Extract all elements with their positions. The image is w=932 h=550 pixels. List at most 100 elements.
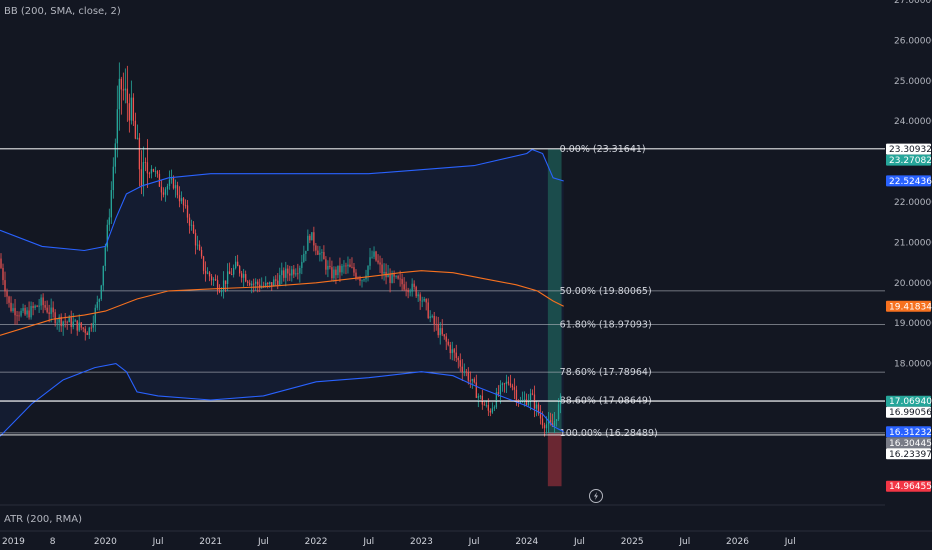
candle-body bbox=[106, 224, 108, 248]
price-badge-text: 16.99056 bbox=[889, 408, 932, 418]
candle-body bbox=[453, 349, 455, 353]
candle-body bbox=[441, 328, 443, 335]
price-badge-text: 16.31232 bbox=[889, 428, 932, 438]
candle-body bbox=[188, 217, 191, 226]
candle-body bbox=[519, 401, 522, 403]
candle-body bbox=[144, 162, 147, 163]
time-tick-label: Jul bbox=[573, 537, 585, 547]
candle-body bbox=[142, 162, 145, 187]
candle-body bbox=[273, 279, 275, 287]
price-badge bbox=[886, 448, 931, 460]
candle-body bbox=[315, 245, 317, 251]
candle-body bbox=[154, 171, 157, 172]
candle-body bbox=[303, 253, 305, 262]
candle-body bbox=[525, 399, 528, 406]
candle-body bbox=[439, 328, 441, 336]
candle-body bbox=[224, 280, 227, 285]
candle-body bbox=[447, 341, 449, 345]
candle-body bbox=[399, 278, 401, 280]
candle-body bbox=[515, 389, 518, 401]
candle-body bbox=[257, 281, 259, 285]
candle-body bbox=[531, 393, 534, 395]
candle-body bbox=[475, 382, 477, 398]
candle-body bbox=[417, 294, 419, 297]
candle-body bbox=[206, 272, 209, 274]
bollinger-indicator-label[interactable]: BB (200, SMA, close, 2) bbox=[4, 6, 121, 17]
candle-body bbox=[535, 404, 538, 409]
candle-body bbox=[241, 273, 243, 278]
candle-body bbox=[102, 265, 104, 286]
candle-body bbox=[84, 328, 86, 333]
candle-body bbox=[471, 379, 473, 381]
candle-body bbox=[281, 270, 283, 276]
candle-body bbox=[78, 322, 80, 331]
candle-body bbox=[228, 271, 231, 274]
position-stop-zone bbox=[547, 432, 562, 487]
price-badge-text: 23.30932 bbox=[889, 145, 932, 155]
candle-body bbox=[166, 186, 169, 190]
candle-body bbox=[445, 336, 447, 342]
candle-body bbox=[359, 278, 361, 281]
candle-body bbox=[527, 400, 530, 406]
candle-body bbox=[130, 97, 133, 121]
lightning-icon[interactable] bbox=[589, 489, 603, 503]
candle-body bbox=[539, 413, 542, 419]
candle-body bbox=[369, 257, 371, 266]
candle-body bbox=[72, 321, 74, 327]
candle-body bbox=[116, 109, 118, 144]
candle-body bbox=[469, 380, 471, 382]
time-tick-label: Jul bbox=[468, 537, 480, 547]
candle-body bbox=[253, 283, 255, 285]
candle-body bbox=[94, 307, 96, 323]
candle-body bbox=[309, 235, 311, 241]
time-tick-label: 2023 bbox=[410, 537, 433, 547]
candle-body bbox=[499, 384, 502, 395]
candle-body bbox=[58, 316, 60, 323]
candle-body bbox=[541, 418, 544, 426]
candle-body bbox=[449, 344, 451, 354]
candle-body bbox=[126, 88, 129, 104]
fib-level-label: 50.00% (19.80065) bbox=[560, 286, 652, 297]
price-badge bbox=[886, 426, 931, 438]
candle-body bbox=[50, 307, 52, 314]
candle-body bbox=[136, 137, 139, 139]
candle-body bbox=[22, 308, 24, 311]
candle-body bbox=[62, 321, 64, 327]
time-axis[interactable]: 2019 8 2020 Jul 2021 Jul 2022 Jul 2023 Jul 2024 Jul… bbox=[2, 537, 796, 547]
candle-body bbox=[18, 315, 20, 317]
price-badge-text: 23.27082 bbox=[889, 156, 932, 166]
candle-body bbox=[395, 276, 397, 277]
bollinger-bands bbox=[0, 148, 564, 437]
candle-body bbox=[186, 205, 189, 218]
candle-body bbox=[56, 322, 58, 324]
candle-body bbox=[559, 395, 562, 405]
candle-body bbox=[361, 280, 363, 282]
candle-body bbox=[200, 250, 203, 257]
fib-level-label: 78.60% (17.78964) bbox=[560, 367, 652, 378]
price-badge bbox=[886, 480, 931, 492]
candle-body bbox=[100, 285, 102, 300]
candle-body bbox=[513, 387, 516, 390]
candle-body bbox=[323, 252, 325, 260]
candle-body bbox=[146, 162, 149, 174]
bollinger-lower-line bbox=[0, 363, 564, 437]
candle-body bbox=[443, 334, 445, 337]
candle-body bbox=[347, 264, 349, 267]
candle-body bbox=[96, 301, 98, 308]
candle-body bbox=[333, 269, 335, 279]
price-badge bbox=[886, 143, 931, 155]
candle-body bbox=[12, 308, 14, 312]
bollinger-basis-line bbox=[0, 270, 564, 336]
candle-body bbox=[48, 312, 50, 314]
candle-body bbox=[210, 276, 213, 281]
atr-indicator-label[interactable]: ATR (200, RMA) bbox=[4, 514, 82, 525]
candle-body bbox=[429, 316, 431, 318]
candle-body bbox=[311, 232, 313, 241]
candle-body bbox=[208, 272, 211, 277]
time-tick-label: 8 bbox=[50, 537, 56, 547]
candle-body bbox=[367, 265, 369, 276]
price-badge bbox=[886, 300, 931, 312]
candle-body bbox=[455, 352, 457, 358]
